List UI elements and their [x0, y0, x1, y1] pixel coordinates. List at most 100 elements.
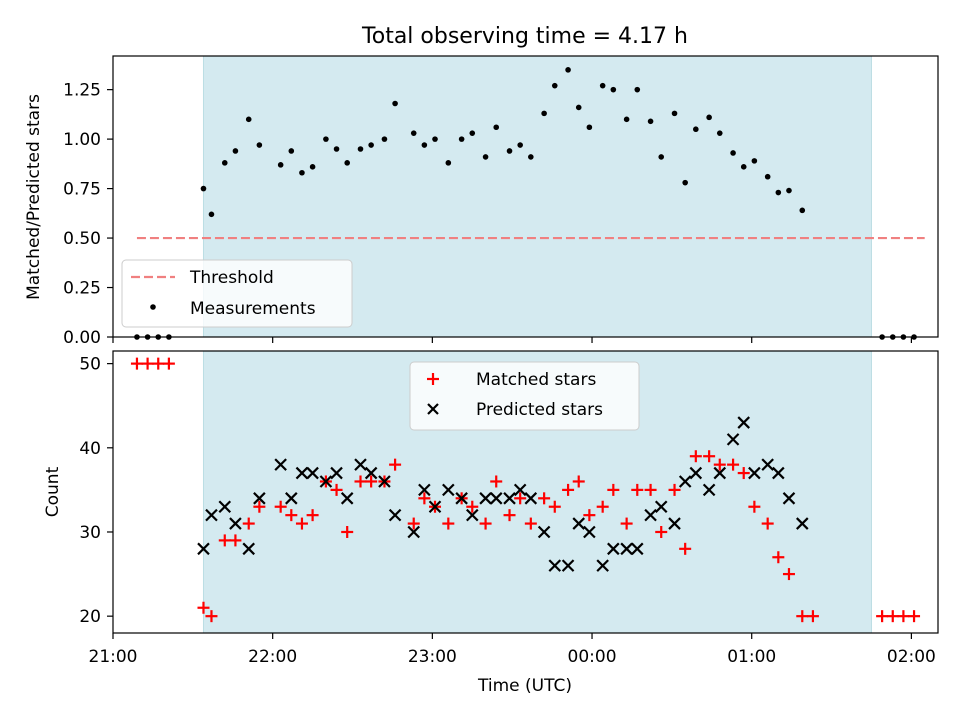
measurement-point	[445, 160, 452, 166]
matched-point	[583, 509, 596, 522]
predicted-point	[772, 466, 785, 480]
predicted-point	[242, 542, 256, 556]
matched-point	[365, 475, 378, 488]
measurement-point	[599, 82, 606, 89]
matched-point	[703, 450, 716, 463]
legend-predicted-swatch	[427, 403, 439, 415]
matched-point	[620, 517, 633, 530]
matched-point	[897, 610, 910, 623]
predicted-point	[726, 433, 740, 446]
measurement-point	[775, 189, 782, 196]
matched-point	[572, 475, 585, 488]
measurement-point	[528, 154, 534, 160]
y-tick-label: 40	[79, 439, 101, 459]
matched-point	[490, 475, 503, 488]
measurement-point	[392, 100, 398, 107]
measurement-point	[623, 116, 630, 123]
measurement-point	[682, 179, 688, 186]
ratio-y-axis-label: Matched/Predicted stars	[24, 94, 44, 300]
predicted-point	[748, 466, 761, 480]
measurement-point	[586, 124, 593, 131]
count-legend-box	[409, 361, 640, 431]
measurement-point	[333, 146, 340, 152]
legend-predicted-label: Predicted stars	[476, 400, 603, 420]
measurement-point	[381, 136, 388, 142]
y-tick-label: 1.25	[63, 81, 101, 101]
predicted-point	[330, 466, 343, 480]
predicted-point	[489, 492, 503, 505]
matched-point	[503, 509, 516, 522]
measurement-point	[208, 211, 215, 218]
matched-point	[886, 610, 899, 623]
predicted-point	[620, 542, 633, 556]
y-tick-label: 20	[79, 607, 101, 627]
legend-matched-swatch	[427, 373, 439, 385]
matched-point	[152, 357, 165, 370]
predicted-point	[583, 525, 596, 539]
matched-point	[538, 492, 551, 505]
x-tick-label: 02:00	[887, 647, 936, 667]
measurement-point	[309, 164, 316, 170]
count-x-ticks: 21:00 22:00 23:00 00:00 01:00 02:00	[89, 633, 936, 667]
measurement-point	[245, 116, 252, 123]
matched-point	[197, 601, 210, 614]
matched-point	[407, 517, 420, 530]
matched-point	[876, 610, 889, 623]
predicted-point	[285, 492, 298, 505]
ratio-panel: 0.00 0.25 0.50 0.75 1.00 1.25 Matched/Predict…	[24, 55, 939, 348]
measurement-point	[716, 130, 723, 136]
matched-point	[418, 492, 431, 505]
measurement-point	[671, 110, 678, 117]
measurement-point	[693, 126, 699, 133]
predicted-point	[548, 559, 562, 572]
predicted-point	[364, 466, 378, 480]
predicted-point	[197, 542, 210, 556]
measurement-point	[493, 124, 500, 131]
measurement-point	[658, 154, 665, 160]
predicted-point	[572, 517, 586, 530]
matched-point	[253, 500, 266, 513]
legend-threshold-label: Threshold	[189, 268, 274, 288]
measurement-point	[610, 86, 617, 93]
measurement-point	[288, 148, 295, 154]
predicted-point	[340, 492, 354, 505]
predicted-point	[218, 500, 232, 514]
measurement-point	[706, 114, 712, 121]
predicted-point	[737, 416, 751, 429]
matched-point	[306, 509, 319, 522]
ratio-x-ticks	[112, 337, 912, 343]
predicted-point	[428, 500, 442, 514]
measurement-point	[764, 173, 771, 180]
predicted-point	[378, 475, 391, 488]
predicted-point	[713, 466, 727, 480]
matched-point	[772, 551, 785, 564]
y-tick-label: 0.25	[63, 279, 101, 299]
matched-point	[796, 610, 809, 623]
y-tick-label: 1.00	[63, 130, 101, 150]
matched-point	[242, 517, 255, 530]
matched-point	[218, 534, 231, 547]
predicted-point	[205, 508, 218, 522]
measurement-point	[458, 136, 465, 142]
predicted-point	[630, 542, 644, 556]
x-tick-label: 23:00	[408, 647, 457, 667]
y-tick-label: 30	[79, 523, 101, 543]
matched-point	[524, 517, 537, 530]
ratio-legend: Threshold Measurements	[121, 259, 353, 328]
measurement-point	[410, 130, 417, 136]
predicted-series	[197, 416, 809, 572]
measurement-point	[421, 142, 428, 148]
matched-point	[285, 509, 298, 522]
measurement-point	[506, 148, 513, 154]
predicted-point	[479, 492, 492, 505]
matched-point	[341, 525, 354, 538]
measurement-point	[256, 142, 263, 148]
predicted-point	[503, 492, 516, 505]
legend-matched-label: Matched stars	[476, 370, 596, 390]
measurement-point	[357, 146, 364, 152]
matched-point	[548, 500, 561, 513]
predicted-point	[319, 475, 333, 488]
legend-measurement-label: Measurements	[190, 299, 316, 319]
matched-point	[596, 500, 609, 513]
